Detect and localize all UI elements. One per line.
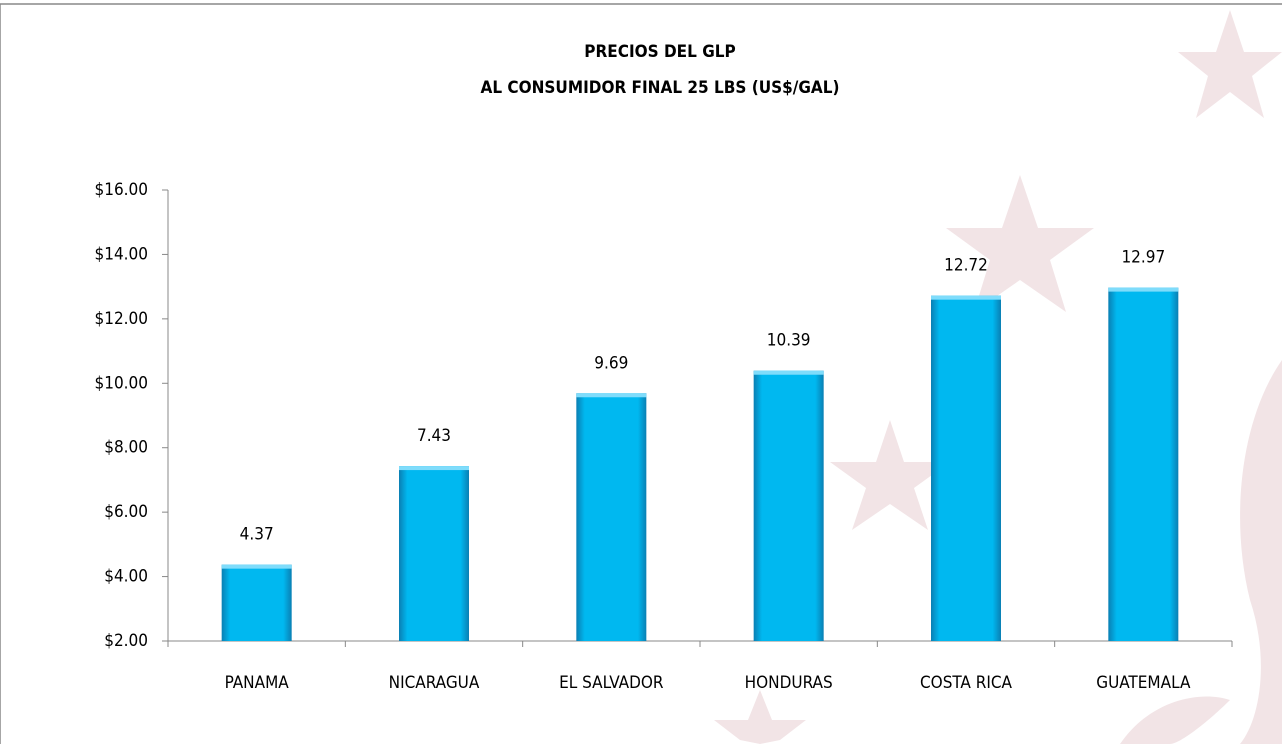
data-label: 12.72 xyxy=(944,256,988,276)
bar-top xyxy=(399,466,469,470)
chart-title: PRECIOS DEL GLP xyxy=(584,42,735,62)
bar-top xyxy=(222,565,292,569)
bar xyxy=(1108,288,1178,641)
y-tick-label: $8.00 xyxy=(104,438,148,458)
data-label: 9.69 xyxy=(594,353,628,373)
bar-top xyxy=(1108,288,1178,292)
bar-top xyxy=(576,393,646,397)
bar-top xyxy=(754,371,824,375)
data-label: 4.37 xyxy=(240,525,274,545)
y-tick-label: $2.00 xyxy=(104,631,148,651)
y-tick-label: $10.00 xyxy=(95,373,149,393)
y-tick-label: $4.00 xyxy=(104,567,148,587)
bar-top xyxy=(931,296,1001,300)
bar xyxy=(576,393,646,641)
bar xyxy=(399,466,469,641)
x-tick-label: EL SALVADOR xyxy=(559,673,664,693)
x-tick-label: NICARAGUA xyxy=(389,673,480,693)
chart: PRECIOS DEL GLP AL CONSUMIDOR FINAL 25 L… xyxy=(0,0,1282,744)
y-tick-label: $6.00 xyxy=(104,502,148,522)
data-label: 10.39 xyxy=(767,331,811,351)
x-tick-label: GUATEMALA xyxy=(1096,673,1191,693)
x-tick-label: PANAMA xyxy=(225,673,290,693)
y-tick-label: $16.00 xyxy=(95,180,149,200)
x-tick-label: COSTA RICA xyxy=(920,673,1013,693)
data-label: 12.97 xyxy=(1121,248,1165,268)
bar xyxy=(931,296,1001,641)
y-tick-label: $12.00 xyxy=(95,309,149,329)
bar xyxy=(222,565,292,641)
data-label: 7.43 xyxy=(417,426,451,446)
chart-subtitle: AL CONSUMIDOR FINAL 25 LBS (US$/GAL) xyxy=(480,78,839,98)
x-tick-label: HONDURAS xyxy=(745,673,833,693)
bar xyxy=(754,371,824,641)
y-tick-label: $14.00 xyxy=(95,244,149,264)
